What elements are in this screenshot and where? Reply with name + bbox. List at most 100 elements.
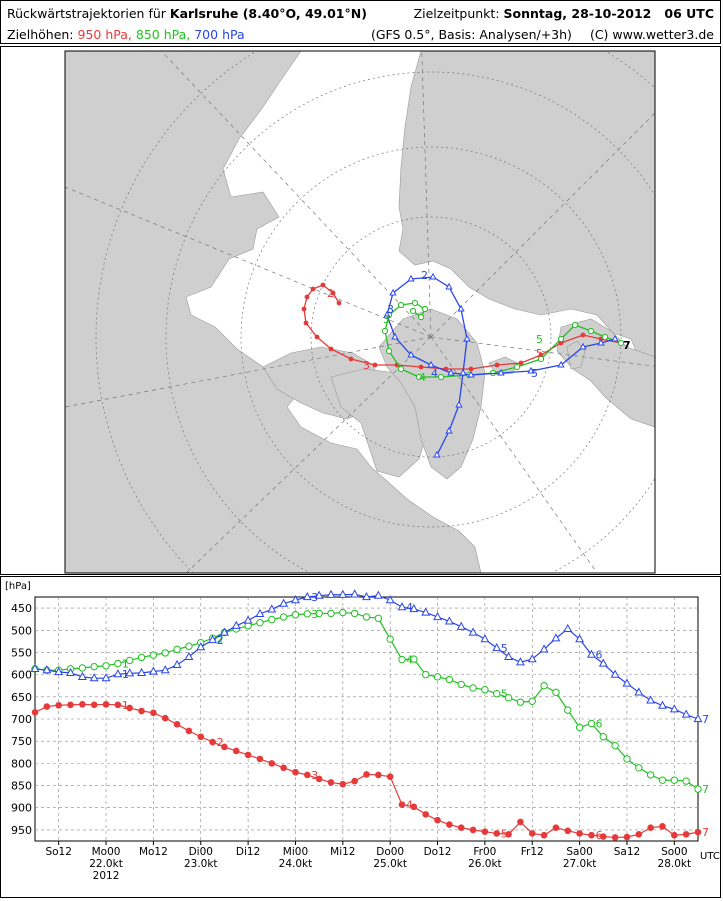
red-point (126, 704, 134, 712)
red-day-label: 7 (702, 826, 709, 839)
green-trajectory-point (587, 327, 595, 335)
blue-day-label: 5 (501, 642, 508, 655)
x-tick-label: Sa12 (614, 846, 640, 858)
green-point (126, 656, 134, 665)
blue-point (658, 700, 667, 709)
green-point (516, 698, 525, 706)
green-trajectory-point (385, 347, 393, 355)
green-point (564, 706, 572, 714)
green-point (694, 785, 702, 793)
blue-point (587, 649, 596, 658)
y-tick-label: 850 (11, 780, 32, 793)
blue-point (54, 666, 64, 676)
red-point (457, 824, 465, 831)
blue-point (160, 665, 170, 674)
red-trajectory-day-label: 5 (536, 347, 543, 360)
green-trajectory-point (417, 313, 425, 321)
green-trajectory-point (397, 365, 405, 373)
blue-trajectory-day-label: 5 (531, 367, 538, 380)
blue-trajectory (386, 276, 616, 456)
blue-trajectory-point (557, 360, 565, 368)
green-point (362, 613, 371, 621)
red-trajectory-point (372, 362, 378, 368)
x-tick-label: Fr12 (521, 846, 544, 858)
y-tick-label: 450 (11, 602, 32, 615)
x-tick-label: Mi12 (330, 846, 355, 858)
utc-label: UTC (700, 851, 720, 862)
blue-point (492, 642, 502, 652)
x-tick-label: Do12 (424, 846, 452, 858)
red-point (410, 803, 418, 811)
red-point (150, 709, 157, 717)
red-point (90, 701, 98, 709)
blue-trajectory-day-label: 2 (421, 269, 428, 282)
red-point (209, 738, 216, 746)
green-point (528, 697, 536, 705)
red-point (43, 703, 51, 710)
green-trajectory-day-label: 5 (536, 333, 543, 346)
blue-point (77, 671, 87, 680)
chart-axis-labels: 450 500 550 600 650 700 750 800 850 900 950 So12 Mo0… (11, 602, 691, 882)
blue-point (89, 673, 99, 682)
green-point (504, 694, 513, 702)
x-tick-label: So00 (661, 846, 687, 858)
green-point (587, 719, 596, 728)
green-point (102, 662, 110, 670)
red-trajectory-day-label: 2 (327, 287, 334, 300)
map-frame (64, 50, 656, 574)
green-trajectory-point (415, 373, 423, 381)
red-point (659, 823, 666, 830)
red-point (576, 830, 583, 837)
green-point (149, 651, 158, 659)
red-point (505, 831, 512, 838)
levels-row: Zielhöhen: 950 hPa, 850 hPa, 700 hPa (7, 27, 245, 42)
blue-point (385, 595, 395, 604)
blue-trajectory-point (497, 368, 505, 376)
blue-point (125, 668, 135, 677)
red-point (55, 701, 62, 709)
green-day-label: 3 (311, 608, 318, 621)
blue-point (30, 663, 40, 672)
red-trajectory-point (301, 306, 307, 312)
x-date-label: 23.0kt (184, 858, 218, 870)
blue-trajectory-point (447, 368, 455, 376)
red-trajectory-day-label: 3 (363, 359, 370, 372)
green-point (552, 688, 560, 697)
target-time-row: Zielzeitpunkt: Sonntag, 28-10-2012 06 UT… (414, 6, 714, 21)
blue-point (480, 634, 490, 643)
y-tick-label: 700 (11, 713, 32, 726)
blue-point (291, 595, 300, 604)
blue-trajectory-point (527, 366, 535, 374)
green-point (421, 670, 430, 679)
green-point (173, 645, 181, 654)
blue-trajectory-point (597, 338, 605, 346)
blue-point (669, 704, 679, 713)
green-trajectory-point (409, 307, 417, 315)
red-point (446, 821, 453, 828)
green-point (670, 776, 679, 784)
blue-point (326, 589, 336, 598)
green-trajectory-point (381, 327, 389, 335)
green-point (279, 613, 288, 621)
x-date-label: 24.0kt (279, 858, 313, 870)
blue-trajectory-point (445, 282, 453, 290)
red-point (244, 751, 252, 759)
green-day-label: 7 (702, 783, 709, 796)
red-trajectory-point (336, 300, 342, 306)
blue-point (243, 615, 253, 624)
meridian-grid (65, 51, 655, 573)
red-trajectory-point (494, 362, 500, 368)
blue-trajectory-point (429, 272, 437, 280)
green-point (161, 649, 169, 657)
blue-trajectory-day-label: 4 (431, 367, 438, 380)
y-tick-label: 900 (11, 802, 32, 815)
red-point (694, 828, 702, 836)
red-point (327, 779, 335, 786)
red-point (114, 701, 122, 709)
target-time: Sonntag, 28-10-2012 06 UTC (503, 6, 714, 21)
blue-point (279, 598, 289, 607)
red-point (102, 701, 110, 708)
green-point (635, 764, 643, 772)
target-label: Zielzeitpunkt: (413, 6, 500, 21)
